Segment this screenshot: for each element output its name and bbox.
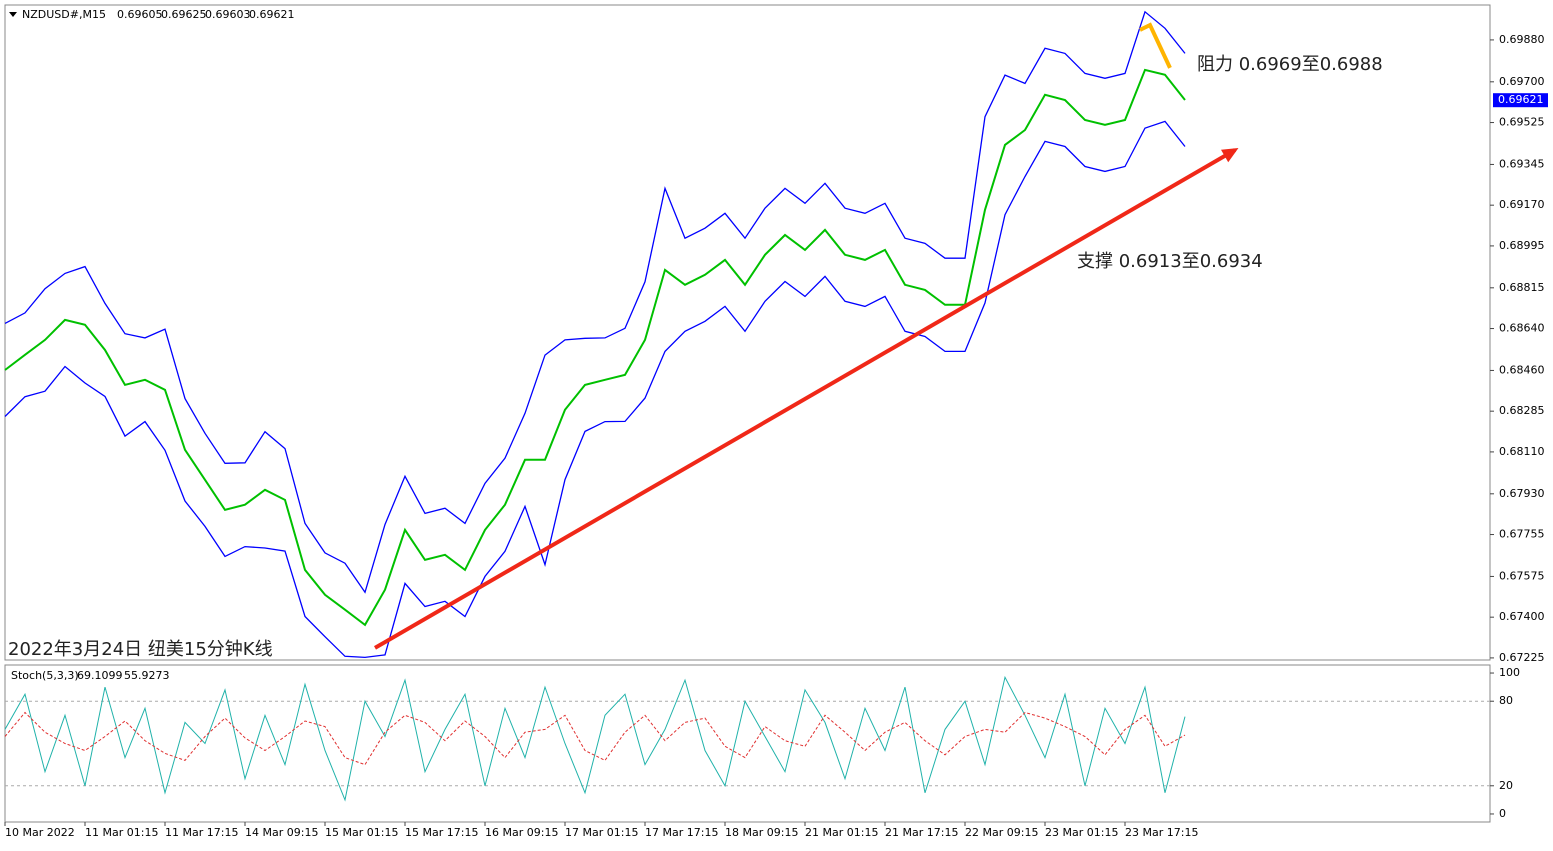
x-tick-label: 23 Mar 17:15: [1125, 826, 1198, 839]
annotation: 支撑 0.6913至0.6934: [1077, 251, 1263, 272]
indicator-value: 69.1099: [77, 669, 123, 682]
y-tick-label: 0.69880: [1499, 33, 1545, 46]
x-tick-label: 14 Mar 09:15: [245, 826, 318, 839]
y-tick-label: 0.67930: [1499, 487, 1545, 500]
x-tick-label: 22 Mar 09:15: [965, 826, 1038, 839]
y-tick-label: 0.68460: [1499, 363, 1545, 376]
series-line: [4, 120, 1186, 659]
y-tick-label: 0.67575: [1499, 569, 1545, 582]
x-tick-label: 15 Mar 17:15: [405, 826, 478, 839]
price-label: 0.69621: [1498, 93, 1544, 106]
ohlc-value: 0.69603: [205, 8, 251, 21]
annotation: 2022年3月24日 纽美15分钟K线: [8, 639, 273, 660]
y-tick-label: 0.67225: [1499, 651, 1545, 664]
y-tick-label: 0.69345: [1499, 157, 1545, 170]
y-tick-label: 0: [1499, 807, 1506, 820]
x-tick-label: 21 Mar 01:15: [805, 826, 878, 839]
x-tick-label: 21 Mar 17:15: [885, 826, 958, 839]
x-tick-label: 11 Mar 17:15: [165, 826, 238, 839]
series-line: [4, 711, 1186, 766]
x-tick-label: 17 Mar 01:15: [565, 826, 638, 839]
menu-triangle: [9, 12, 17, 17]
ohlc-value: 0.69621: [249, 8, 295, 21]
x-tick-label: 15 Mar 01:15: [325, 826, 398, 839]
arrow-head: [1221, 148, 1239, 163]
ohlc-value: 0.69605: [117, 8, 163, 21]
series-line: [4, 10, 1186, 594]
y-tick-label: 0.69170: [1499, 198, 1545, 211]
x-tick-label: 10 Mar 2022: [5, 826, 75, 839]
x-tick-label: 18 Mar 09:15: [725, 826, 798, 839]
series-line: [4, 675, 1186, 802]
series-line: [4, 68, 1186, 627]
frame: [4, 664, 1491, 823]
price-box: [1493, 93, 1548, 108]
y-tick-label: 0.67755: [1499, 528, 1545, 541]
chart-title: NZDUSD#,M15: [22, 8, 106, 21]
x-tick-label: 23 Mar 01:15: [1045, 826, 1118, 839]
marker-line: [1139, 22, 1172, 69]
y-tick-label: 100: [1499, 666, 1520, 679]
y-tick-label: 0.68995: [1499, 239, 1545, 252]
y-tick-label: 0.68815: [1499, 281, 1545, 294]
indicator-title: Stoch(5,3,3): [11, 669, 79, 682]
y-tick-label: 0.68640: [1499, 322, 1545, 335]
y-tick-label: 20: [1499, 779, 1513, 792]
y-tick-label: 80: [1499, 694, 1513, 707]
y-tick-label: 0.67400: [1499, 610, 1545, 623]
indicator-value: 55.9273: [124, 669, 170, 682]
x-tick-label: 11 Mar 01:15: [85, 826, 158, 839]
y-tick-label: 0.69525: [1499, 116, 1545, 129]
annotation: 阻力 0.6969至0.6988: [1197, 54, 1383, 75]
y-tick-label: 0.68285: [1499, 404, 1545, 417]
frame: [4, 4, 1491, 661]
x-tick-label: 17 Mar 17:15: [645, 826, 718, 839]
y-tick-label: 0.69700: [1499, 75, 1545, 88]
ohlc-value: 0.69625: [161, 8, 207, 21]
x-tick-label: 16 Mar 09:15: [485, 826, 558, 839]
y-tick-label: 0.68110: [1499, 445, 1545, 458]
trend-line: [373, 148, 1237, 650]
